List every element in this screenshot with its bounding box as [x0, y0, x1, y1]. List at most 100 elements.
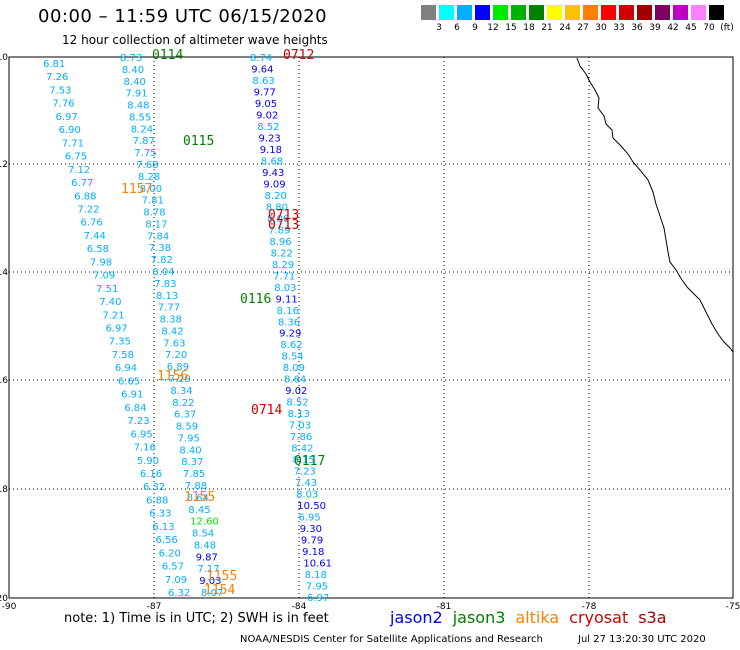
- legend-swatch: [619, 5, 634, 20]
- swh-value: 8.03: [274, 283, 296, 294]
- swh-value: 6.88: [146, 495, 168, 506]
- legend-label: 3: [436, 23, 442, 33]
- swh-value: 7.16: [134, 443, 156, 454]
- credit-line: NOAA/NESDIS Center for Satellite Applica…: [240, 634, 543, 645]
- satellite-jason3: jason3: [452, 608, 506, 627]
- swh-value: 6.94: [115, 363, 137, 374]
- swh-value: 9.23: [258, 133, 280, 144]
- swh-value: 7.38: [149, 243, 171, 254]
- latitude-label: -12: [0, 160, 8, 170]
- swh-value: 6.56: [156, 535, 178, 546]
- swh-value: 8.15: [292, 455, 314, 466]
- legend-label: 30: [595, 23, 607, 33]
- swh-value: 6.13: [152, 522, 174, 533]
- swh-value: 7.81: [142, 196, 164, 207]
- track-time-label: 1157: [121, 182, 152, 197]
- swh-value: 8.22: [172, 398, 194, 409]
- swh-value: 6.84: [124, 403, 146, 414]
- legend-swatch: [601, 5, 616, 20]
- swh-value: 7.43: [295, 478, 317, 489]
- longitude-label: -81: [437, 602, 452, 612]
- legend-swatch: [529, 5, 544, 20]
- swh-value: 7.91: [125, 89, 147, 100]
- track-time-label: 0713: [268, 218, 299, 233]
- swh-value: 8.28: [138, 172, 160, 183]
- swh-value: 7.21: [102, 310, 124, 321]
- swh-value: 8.40: [124, 77, 146, 88]
- legend-label: 21: [541, 23, 553, 33]
- swh-value: 6.88: [74, 191, 96, 202]
- swh-value: 9.02: [256, 110, 278, 121]
- swh-value: 8.55: [129, 112, 151, 123]
- swh-value: 8.59: [176, 422, 198, 433]
- swh-value: 8.17: [145, 219, 167, 230]
- legend-label: 18: [523, 23, 535, 33]
- swh-value: 7.83: [154, 279, 176, 290]
- swh-value: 8.04: [152, 267, 174, 278]
- swh-value: 8.18: [305, 570, 327, 581]
- track-time-label: 0116: [240, 292, 271, 307]
- swh-value: 7.95: [306, 582, 328, 593]
- swh-value: 6.77: [71, 178, 93, 189]
- chart-title: 00:00 – 11:59 UTC 06/15/2020: [38, 6, 328, 27]
- swh-value: 5.90: [137, 456, 159, 467]
- swh-value: 8.40: [179, 445, 201, 456]
- swh-value: 7.03: [289, 421, 311, 432]
- swh-value: 8.20: [265, 191, 287, 202]
- legend-swatch: [475, 5, 490, 20]
- swh-value: 8.34: [170, 386, 192, 397]
- swh-value: 9.18: [260, 145, 282, 156]
- legend-swatch: [583, 5, 598, 20]
- swh-value: 7.71: [62, 138, 84, 149]
- swh-value: 6.58: [87, 244, 109, 255]
- legend-swatch: [655, 5, 670, 20]
- swh-value: 8.16: [277, 306, 299, 317]
- swh-value: 6.76: [81, 218, 103, 229]
- legend-label: 27: [577, 23, 589, 33]
- legend-label: 15: [505, 23, 517, 33]
- longitude-label: -87: [147, 602, 162, 612]
- swh-value: 7.87: [133, 136, 155, 147]
- swh-value: 8.48: [194, 540, 216, 551]
- swh-value: 7.23: [294, 467, 316, 478]
- swh-value: 7.23: [127, 416, 149, 427]
- swh-value: 9.02: [285, 386, 307, 397]
- legend-label: 70: [703, 23, 715, 33]
- swh-value: 6.16: [140, 469, 162, 480]
- track-time-label: 1155: [206, 569, 237, 584]
- swh-value: 8.96: [269, 237, 291, 248]
- swh-value: 8.38: [160, 315, 182, 326]
- swh-value: 6.32: [168, 588, 190, 599]
- swh-value: 7.29: [169, 374, 191, 385]
- swh-value: 6.91: [121, 390, 143, 401]
- swh-value: 8.64: [284, 375, 306, 386]
- swh-value: 6.32: [143, 482, 165, 493]
- swh-value: 9.30: [300, 524, 322, 535]
- satellite-cryosat: cryosat: [569, 608, 629, 627]
- track-time-label: 1155: [184, 490, 215, 505]
- legend-swatch: [709, 5, 724, 20]
- legend-label: 36: [631, 23, 643, 33]
- swh-value: 7.82: [151, 255, 173, 266]
- legend-unit: (ft): [720, 23, 734, 33]
- legend-label: 39: [649, 23, 661, 33]
- swh-value: 8.40: [122, 65, 144, 76]
- swh-value: 7.75: [134, 148, 156, 159]
- swh-value: 7.63: [163, 338, 185, 349]
- swh-value: 6.37: [174, 410, 196, 421]
- swh-value: 8.22: [271, 248, 293, 259]
- swh-value: 7.98: [90, 257, 112, 268]
- legend-swatch: [547, 5, 562, 20]
- legend-label: 42: [667, 23, 679, 33]
- swh-value: 8.37: [181, 457, 203, 468]
- swh-value: 8.42: [161, 326, 183, 337]
- satellite-altika: altika: [515, 608, 560, 627]
- longitude-label: -75: [726, 602, 740, 612]
- track-time-label: 0713: [268, 208, 299, 223]
- swh-value: 8.52: [286, 398, 308, 409]
- satellite-legend: jason2 jason3 altika cryosat s3a: [390, 608, 677, 627]
- track-time-label: 0115: [183, 134, 214, 149]
- swh-value: 7.71: [273, 271, 295, 282]
- swh-value: 7.86: [290, 432, 312, 443]
